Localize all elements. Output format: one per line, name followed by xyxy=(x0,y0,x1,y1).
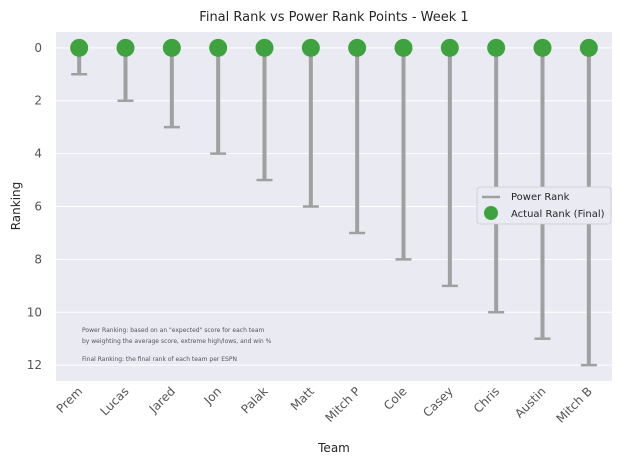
actual-rank-point xyxy=(209,38,228,57)
x-tick-label: Cole xyxy=(381,384,410,413)
y-axis-label: Ranking xyxy=(9,182,23,231)
y-tick-label: 8 xyxy=(34,252,42,266)
actual-rank-point xyxy=(533,38,552,57)
legend-actual-rank-swatch xyxy=(484,206,498,220)
legend: Power Rank Actual Rank (Final) xyxy=(476,186,612,225)
x-tick-label: Lucas xyxy=(97,384,131,418)
x-tick-label: Austin xyxy=(512,384,549,421)
actual-rank-point xyxy=(394,38,413,57)
y-tick-label: 4 xyxy=(34,147,42,161)
y-tick-label: 10 xyxy=(27,305,42,319)
actual-rank-point xyxy=(579,38,598,57)
y-tick-label: 12 xyxy=(27,358,42,372)
y-tick-label: 0 xyxy=(34,41,42,55)
actual-rank-point xyxy=(255,38,274,57)
legend-actual-rank-label: Actual Rank (Final) xyxy=(511,209,605,220)
actual-rank-point xyxy=(116,38,135,57)
actual-rank-points xyxy=(70,38,598,57)
x-tick-label: Chris xyxy=(471,384,502,415)
actual-rank-point xyxy=(301,38,320,57)
x-tick-label: Mitch P xyxy=(323,384,364,425)
actual-rank-point xyxy=(162,38,181,57)
annotation: Power Ranking: based on an "expected" sc… xyxy=(82,327,272,363)
legend-power-rank-label: Power Rank xyxy=(511,192,570,203)
x-tick-label: Jared xyxy=(146,384,178,416)
actual-rank-point xyxy=(440,38,459,57)
grid xyxy=(56,47,612,366)
chart-title: Final Rank vs Power Rank Points - Week 1 xyxy=(199,10,468,25)
actual-rank-point xyxy=(487,38,506,57)
x-tick-label: Matt xyxy=(288,384,317,413)
y-tick-label: 6 xyxy=(34,200,42,214)
annotation-line-1: Power Ranking: based on an "expected" sc… xyxy=(82,327,265,334)
x-tick-label: Prem xyxy=(54,384,86,416)
x-tick-label: Casey xyxy=(420,384,456,420)
annotation-line-3: Final Ranking: the final rank of each te… xyxy=(82,356,237,363)
x-tick-label: Palak xyxy=(238,384,270,416)
y-tick-label: 2 xyxy=(34,94,42,108)
legend-box xyxy=(476,186,612,225)
annotation-line-2: by weighting the average score, extreme … xyxy=(82,338,272,345)
y-ticks: 0 2 4 6 8 10 12 xyxy=(27,41,42,372)
actual-rank-point xyxy=(348,38,367,57)
x-tick-label: Mitch B xyxy=(553,384,594,425)
x-ticks: Prem Lucas Jared Jon Palak Matt Mitch P Cole Cas… xyxy=(54,384,595,426)
x-axis-label: Team xyxy=(317,441,350,455)
x-tick-label: Jon xyxy=(201,384,225,408)
actual-rank-point xyxy=(70,38,89,57)
